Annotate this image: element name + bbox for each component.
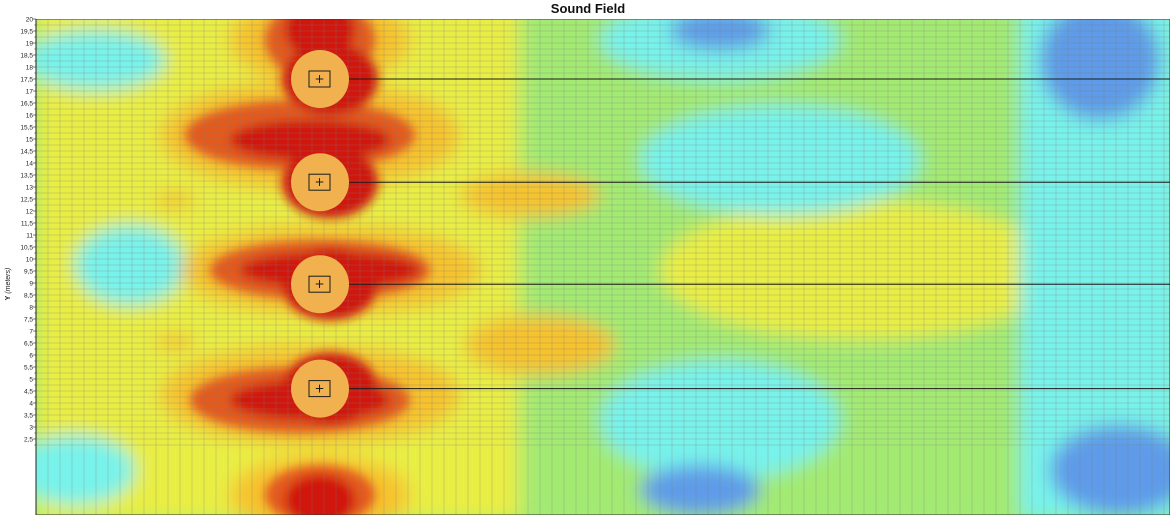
y-tick-label: 5,5	[24, 364, 33, 371]
y-tick-label: 3	[29, 424, 33, 431]
y-tick-label: 20	[26, 16, 34, 23]
source-disc	[291, 50, 349, 108]
y-tick-label: 14,5	[20, 148, 33, 155]
sound-source: +	[291, 50, 349, 108]
source-box	[308, 173, 331, 191]
y-tick-label: 6,5	[24, 340, 33, 347]
y-tick-label: 17	[26, 88, 34, 95]
field-heatmap	[36, 19, 1170, 515]
source-box	[308, 70, 331, 88]
side-lobe	[460, 173, 600, 217]
y-tick-label: 5	[29, 376, 33, 383]
y-tick-label: 15	[26, 136, 34, 143]
source-marker: +	[314, 175, 324, 189]
source-beam-lines	[332, 78, 1170, 390]
field-smooth-layer	[36, 19, 1170, 515]
y-tick-label: 16,5	[20, 100, 33, 107]
y-tick-label: 11	[26, 232, 33, 239]
y-tick-label: 4,5	[24, 388, 33, 395]
cold-patch	[1040, 19, 1160, 120]
cold-patch	[640, 465, 760, 515]
y-tick-label: 8	[29, 304, 33, 311]
y-tick-label: 2,5	[24, 436, 33, 443]
y-tick-label: 7	[29, 328, 33, 335]
source-box	[308, 275, 331, 293]
y-tick-label: 12	[26, 208, 34, 215]
y-axis: 20 19,5 19 18,5 18 17,5 17 16,5 16 15,5 15 14,5 14 13…	[20, 16, 37, 515]
y-tick-label: 9,5	[24, 268, 33, 275]
chart-title: Sound Field	[550, 1, 626, 16]
source-marker: +	[314, 382, 324, 396]
sound-source: +	[291, 153, 349, 212]
y-tick-label: 13,5	[20, 172, 33, 179]
y-tick-label: 14	[26, 160, 34, 167]
y-tick-label: 19,5	[20, 28, 33, 35]
source-disc	[291, 359, 349, 418]
y-tick-label: 12,5	[20, 196, 33, 203]
y-tick-label: 18,5	[20, 52, 33, 59]
y-tick-label: 11,5	[21, 220, 34, 227]
cool-patch	[36, 30, 165, 90]
source-disc	[291, 255, 349, 314]
y-tick-label: 18	[26, 64, 34, 71]
y-tick-label: 13	[26, 184, 34, 191]
y-tick-label: 8,5	[24, 292, 33, 299]
y-tick-label: 17,5	[20, 76, 33, 83]
sound-source: +	[291, 359, 349, 418]
source-disc	[291, 153, 349, 212]
y-tick-label: 15,5	[20, 124, 33, 131]
y-tick-label: 16	[26, 112, 34, 119]
y-tick-label: 10,5	[20, 244, 33, 251]
y-tick-label: 7,5	[24, 316, 33, 323]
grid-lines	[36, 19, 1170, 515]
cool-patch	[36, 435, 135, 505]
y-tick-label: 9	[29, 280, 33, 287]
y-tick-label: 10	[26, 256, 34, 263]
y-tick-label: 4	[29, 400, 33, 407]
sound-source: +	[291, 255, 349, 314]
y-tick-label: 3,5	[24, 412, 33, 419]
sound-sources: + + + +	[291, 50, 349, 418]
y-tick-label: 19	[26, 40, 34, 47]
source-marker: +	[314, 72, 324, 86]
side-lobe	[155, 192, 195, 208]
y-tick-label: 6	[29, 352, 33, 359]
source-box	[308, 380, 331, 398]
lobe-core	[285, 475, 355, 515]
side-lobe	[155, 334, 195, 350]
source-marker: +	[314, 277, 324, 291]
